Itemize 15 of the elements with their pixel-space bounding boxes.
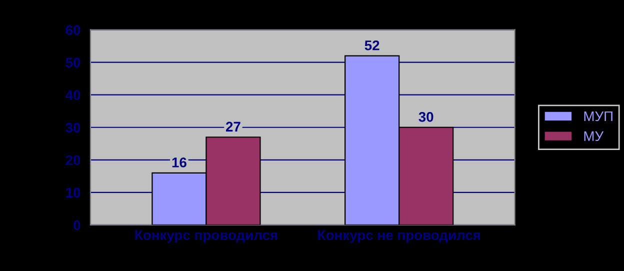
legend-label: МУП [584,111,612,122]
x-tick-label: Конкурс проводился [135,230,278,243]
data-label: 52 [364,40,380,50]
y-tick-label: 40 [66,90,80,100]
y-tick-label: 10 [66,188,80,198]
data-label: 16 [172,158,186,168]
y-tick-label: 30 [66,122,80,133]
y-tick-label: 60 [66,25,80,35]
x-tick-label: Конкурс не проводился [318,230,480,243]
data-label: 30 [418,112,434,122]
data-label: 27 [226,122,240,132]
y-tick-label: 0 [74,220,80,230]
y-tick-label: 50 [66,58,80,68]
y-tick-label: 20 [66,155,80,166]
legend-label: МУ [584,131,604,142]
